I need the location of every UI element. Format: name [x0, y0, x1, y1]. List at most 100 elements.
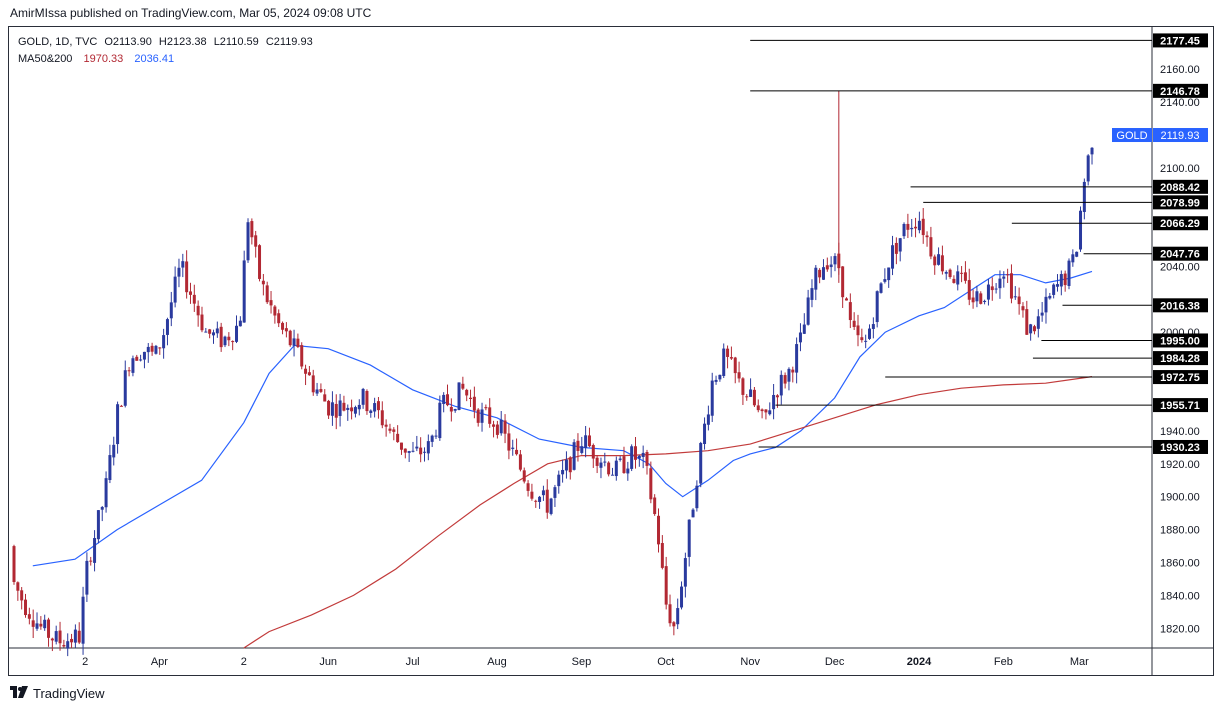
- candle-body: [350, 407, 354, 412]
- symbol-label[interactable]: GOLD, 1D, TVC: [18, 36, 98, 48]
- candle-body: [223, 336, 227, 346]
- candle-body: [680, 586, 684, 608]
- ma-value-red: 1970.33: [83, 53, 124, 65]
- candle-body: [373, 403, 377, 412]
- candle-body: [499, 419, 503, 434]
- candle-body: [626, 468, 630, 474]
- candle-body: [1063, 273, 1067, 286]
- candle-body: [492, 424, 496, 427]
- candle-body: [530, 491, 534, 499]
- candle-body: [821, 267, 825, 280]
- y-tick-label: 1860.00: [1160, 557, 1200, 569]
- candle-body: [353, 407, 357, 414]
- candle-body: [338, 400, 342, 416]
- candle-body: [653, 497, 657, 515]
- candle-body: [599, 462, 603, 468]
- candle-body: [403, 448, 407, 453]
- candle-body: [85, 560, 89, 595]
- candle-body: [361, 388, 365, 405]
- candle-body: [108, 455, 112, 481]
- ma-value-blue: 2036.41: [134, 53, 175, 65]
- candle-body: [986, 284, 990, 300]
- candle-body: [50, 638, 54, 641]
- candle-body: [568, 457, 572, 473]
- candle-body: [47, 619, 51, 638]
- candle-body: [538, 496, 542, 502]
- level-tag: [1153, 298, 1208, 313]
- level-tag-label: 2078.99: [1160, 197, 1200, 209]
- candle-body: [66, 641, 70, 649]
- candle-body: [841, 266, 845, 298]
- level-tag: [1153, 83, 1208, 98]
- candle-body: [902, 224, 906, 237]
- x-tick-label: Apr: [151, 656, 168, 668]
- candle-body: [779, 374, 783, 396]
- candle-body: [994, 288, 998, 290]
- candle-body: [630, 446, 634, 469]
- symbol-tag-label: GOLD: [1116, 130, 1147, 142]
- candle-body: [204, 331, 208, 333]
- candle-body: [1032, 326, 1036, 332]
- candle-body: [672, 622, 676, 627]
- candle-body: [921, 218, 925, 236]
- candle-body: [426, 441, 430, 454]
- candle-body: [70, 638, 74, 643]
- candle-body: [633, 446, 637, 460]
- candle-body: [54, 631, 58, 642]
- x-tick-label: 2: [82, 656, 88, 668]
- candle-body: [511, 447, 515, 449]
- candle-body: [756, 405, 760, 411]
- candle-body: [1017, 296, 1021, 305]
- footer-brand[interactable]: TradingView: [33, 686, 105, 701]
- level-tag: [1153, 398, 1208, 413]
- candle-body: [752, 389, 756, 406]
- candle-body: [192, 294, 196, 304]
- candle-body: [1086, 155, 1090, 182]
- candle-body: [1006, 274, 1010, 276]
- candle-body: [446, 394, 450, 406]
- candle-body: [641, 452, 645, 457]
- x-tick-label: Sep: [572, 656, 592, 668]
- candle-body: [668, 604, 672, 624]
- ma-label[interactable]: MA50&200: [18, 53, 73, 65]
- candle-body: [956, 271, 960, 285]
- y-tick-label: 2100.00: [1160, 163, 1200, 175]
- candle-body: [848, 302, 852, 321]
- candle-body: [20, 590, 24, 601]
- candle-body: [695, 485, 699, 509]
- candle-body: [31, 620, 35, 627]
- candle-body: [1079, 210, 1083, 250]
- x-tick-label: Aug: [487, 656, 507, 668]
- x-tick-label: Jun: [319, 656, 337, 668]
- candle-body: [1071, 254, 1075, 263]
- chart-frame: [8, 26, 1214, 676]
- candle-body: [1082, 181, 1086, 212]
- candle-body: [714, 379, 718, 382]
- candle-body: [718, 374, 722, 380]
- candle-body: [914, 226, 918, 229]
- publisher-line: AmirMIssa published on TradingView.com, …: [10, 6, 372, 20]
- candle-body: [330, 402, 334, 416]
- candle-body: [710, 380, 714, 416]
- last-price-label: 2119.93: [1161, 130, 1200, 142]
- candle-body: [676, 608, 680, 625]
- candle-body: [93, 538, 97, 563]
- level-tag-label: 2088.42: [1160, 182, 1200, 194]
- tradingview-logo-icon[interactable]: [10, 686, 28, 701]
- candle-body: [687, 519, 691, 557]
- candle-body: [806, 297, 810, 325]
- candle-body: [818, 269, 822, 278]
- candle-body: [495, 424, 499, 435]
- candle-body: [534, 500, 538, 502]
- candle-body: [1029, 324, 1033, 334]
- level-tag-label: 1972.75: [1160, 372, 1200, 384]
- candle-body: [27, 614, 31, 619]
- candle-body: [112, 444, 116, 458]
- candle-body: [392, 429, 396, 432]
- level-tag-label: 2016.38: [1160, 300, 1200, 312]
- candle-body: [637, 455, 641, 459]
- candle-body: [188, 291, 192, 295]
- candle-body: [557, 474, 561, 487]
- candle-body: [442, 394, 446, 404]
